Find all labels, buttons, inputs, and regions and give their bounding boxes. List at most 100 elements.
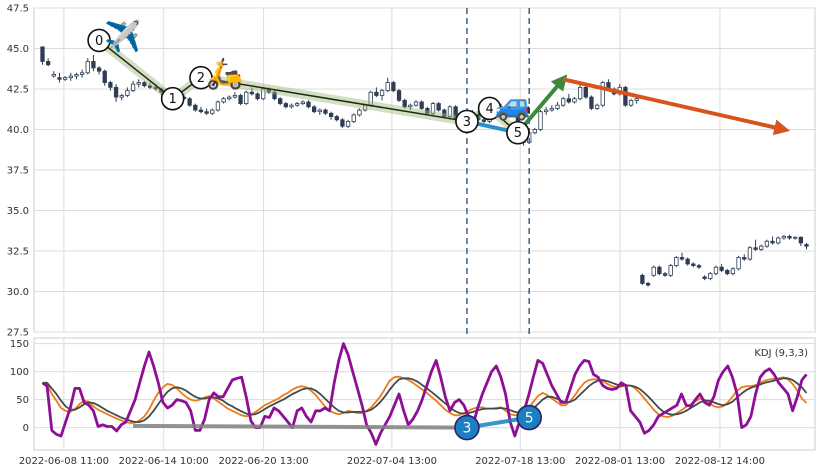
price-y-tick-label: 35.0 [7,206,29,217]
candle-body [447,106,453,117]
candle-body [311,106,317,113]
candle-body [645,282,651,286]
candle-body [696,265,702,268]
candle-body [391,82,396,92]
candle-body [719,266,724,271]
x-tick-label: 2022-08-12 14:00 [675,456,765,467]
candle-body [340,119,345,127]
candle-body [725,270,730,275]
indicator-panel: 0 50 100 150 2022-06-08 11:00 2022-06-14 10:0… [10,337,816,467]
candle-body [408,104,413,108]
candle-body [351,114,356,122]
candle-body [142,82,147,87]
pattern-point-label: 0 [95,34,103,49]
candle-body [317,109,322,113]
candle-body [62,77,68,80]
candle-body [781,236,787,239]
x-tick-label: 2022-06-20 13:00 [218,456,308,467]
candle-body [600,82,605,106]
pattern-point-label: 1 [169,92,177,107]
indicator-y-tick-label: 150 [10,339,29,350]
candle-body [764,240,770,247]
candle-body [51,74,56,77]
candle-body [385,82,390,92]
candle-body [210,109,215,114]
candle-body [108,82,113,88]
candle-body [79,72,85,75]
candle-body [374,91,379,96]
candle-body [125,90,130,96]
pattern-arrow [562,77,791,136]
price-y-tick-label: 30.0 [7,287,29,298]
candle-body [334,116,339,121]
candle-body [651,266,656,276]
candle-body [628,99,634,106]
candle-body [634,98,639,101]
candle-body [657,266,662,275]
candle-body [283,103,288,108]
candle-body [713,266,719,275]
candle-body [798,236,804,244]
candle-body [702,276,707,279]
candle-body [594,104,600,109]
pattern-point-circle [477,96,502,121]
indicator-y-tick-label: 0 [23,423,29,434]
series-line-d [42,377,808,423]
candle-body [759,245,764,250]
candle-body [295,103,300,106]
candle-body [130,83,136,92]
candle-body [555,104,560,109]
candle-body [278,98,283,104]
candle-body [249,91,255,95]
candle-body [504,106,509,109]
indicator-marker-label: 3 [462,421,471,437]
pattern-point-label: 3 [463,115,471,130]
candle-body [187,98,192,106]
indicator-label: KDJ (9,3,3) [754,348,808,359]
candle-body [57,77,62,80]
candle-body [572,98,577,103]
candle-body [289,104,294,108]
indicator-marker-circle [454,414,480,441]
price-panel: 27.530.032.535.037.540.042.545.047.50 ✈️1… [7,4,816,450]
candle-body [345,121,351,127]
candle-body [753,247,758,250]
candle-body [736,257,741,270]
series-line-j [41,342,808,446]
pattern-point-circle [160,86,185,111]
candle-body [379,90,385,96]
candle-body [85,61,90,74]
price-y-tick-label: 40.0 [7,125,29,136]
candle-body [730,268,736,275]
scooter-emoji: 🛵 [206,57,243,92]
candle-body [662,273,668,276]
price-y-tick-label: 47.5 [7,4,29,15]
candle-body [538,111,543,130]
candle-body [747,247,753,260]
candle-body [413,101,419,106]
candle-body [357,109,362,116]
candle-body [532,129,538,134]
candle-body [640,274,645,284]
candle-body [742,257,747,260]
candle-body [793,236,798,239]
pattern-point-label: 2 [197,71,205,86]
candle-body [113,86,119,98]
price-y-tick-label: 27.5 [7,328,29,339]
candle-body [561,98,566,106]
candle-body [544,109,549,113]
candle-body [323,109,328,114]
candle-body [804,244,809,247]
candle-body [396,90,402,101]
candle-body [198,109,204,113]
candle-body [119,95,124,98]
candle-body [261,88,266,100]
candle-body [674,257,679,266]
price-y-tick-label: 32.5 [7,247,29,258]
candle-body [668,265,673,276]
candle-body [306,101,311,108]
x-tick-label: 2022-06-14 10:00 [119,456,209,467]
candle-body [623,86,628,106]
candle-body [255,93,260,100]
candle-body [136,82,141,85]
